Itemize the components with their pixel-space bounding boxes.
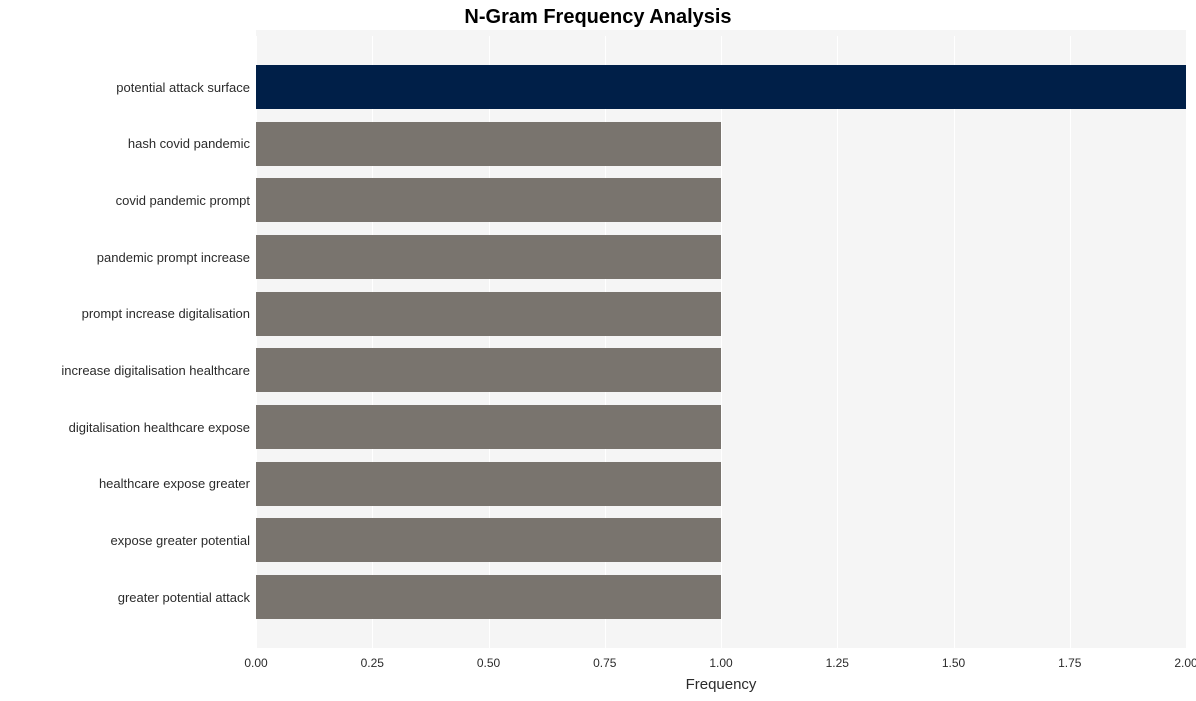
y-tick-label: pandemic prompt increase bbox=[97, 250, 250, 265]
bar bbox=[256, 575, 721, 619]
ngram-frequency-chart: N-Gram Frequency Analysis Frequency pote… bbox=[0, 0, 1196, 701]
x-tick-label: 0.50 bbox=[477, 656, 500, 670]
y-tick-label: hash covid pandemic bbox=[128, 136, 250, 151]
bar bbox=[256, 405, 721, 449]
plot-area bbox=[256, 36, 1186, 648]
y-tick-label: greater potential attack bbox=[118, 590, 250, 605]
y-tick-label: potential attack surface bbox=[116, 80, 250, 95]
x-axis-title: Frequency bbox=[256, 676, 1186, 693]
bar bbox=[256, 292, 721, 336]
bar bbox=[256, 65, 1186, 109]
y-tick-label: increase digitalisation healthcare bbox=[61, 363, 250, 378]
y-tick-label: prompt increase digitalisation bbox=[82, 306, 250, 321]
bar bbox=[256, 462, 721, 506]
y-tick-label: digitalisation healthcare expose bbox=[69, 420, 250, 435]
x-tick-label: 1.75 bbox=[1058, 656, 1081, 670]
x-tick-label: 0.00 bbox=[244, 656, 267, 670]
gridline bbox=[1186, 36, 1187, 648]
bar bbox=[256, 348, 721, 392]
bar bbox=[256, 518, 721, 562]
gridline bbox=[954, 36, 955, 648]
bar bbox=[256, 122, 721, 166]
x-tick-label: 0.75 bbox=[593, 656, 616, 670]
y-tick-label: expose greater potential bbox=[111, 533, 250, 548]
chart-title: N-Gram Frequency Analysis bbox=[0, 6, 1196, 29]
bar bbox=[256, 235, 721, 279]
x-tick-label: 1.00 bbox=[709, 656, 732, 670]
x-tick-label: 1.25 bbox=[826, 656, 849, 670]
gridline bbox=[1070, 36, 1071, 648]
gridline bbox=[721, 36, 722, 648]
x-tick-label: 1.50 bbox=[942, 656, 965, 670]
y-tick-label: covid pandemic prompt bbox=[116, 193, 250, 208]
bar bbox=[256, 178, 721, 222]
x-tick-label: 2.00 bbox=[1174, 656, 1196, 670]
gridline bbox=[837, 36, 838, 648]
x-tick-label: 0.25 bbox=[361, 656, 384, 670]
y-tick-label: healthcare expose greater bbox=[99, 476, 250, 491]
